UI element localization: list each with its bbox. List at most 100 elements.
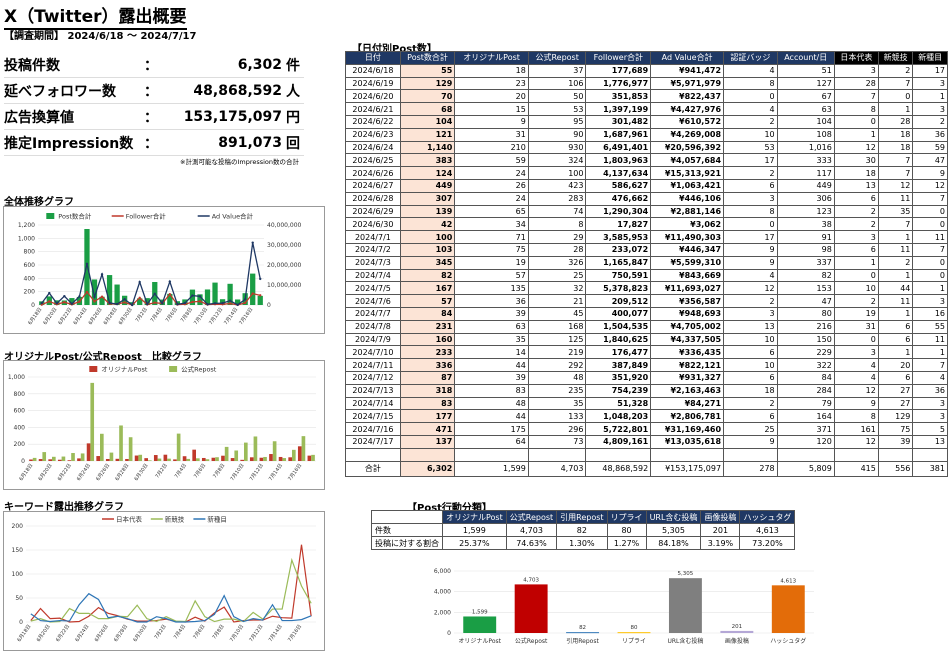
table-row: 2024/6/27 449 26 423 586,627 ¥1,063,421 6 449 13… <box>345 178 948 193</box>
table-row: 2024/6/20 70 20 50 351,853 ¥822,437 0 67 7 0 1 <box>345 89 948 104</box>
series-point <box>243 301 247 305</box>
survey-period: 【調査期間】 2024/6/18 〜 2024/7/17 <box>4 31 197 42</box>
series-point <box>108 301 111 305</box>
table-cell: 11 <box>912 230 948 244</box>
table-cell: 59 <box>912 140 948 155</box>
table-cell: 48,868,592 <box>585 460 652 477</box>
table-cell: 333 <box>776 153 835 168</box>
table-cell: 6 <box>723 345 778 360</box>
table-cell: 229 <box>776 345 835 360</box>
table-cell: 318 <box>399 383 456 398</box>
x-tick-label: 7月16日 <box>287 463 303 482</box>
table-cell: 3,585,953 <box>585 230 652 244</box>
table-cell: 44 <box>877 281 914 296</box>
table-cell: 9 <box>723 255 778 270</box>
x-tick-label: 6月28日 <box>103 307 119 326</box>
bar-post-count <box>204 289 211 305</box>
bar <box>29 459 33 461</box>
bar <box>288 457 292 461</box>
column-header: リプライ <box>606 510 647 524</box>
table-cell: 1,397,199 <box>585 102 652 116</box>
table-cell: 12 <box>833 140 879 155</box>
table-cell <box>527 447 587 462</box>
table-cell: 0 <box>833 332 879 347</box>
table-cell: 1 <box>877 102 914 116</box>
table-cell: 6,491,401 <box>585 140 652 155</box>
table-cell: 1.30% <box>556 536 608 550</box>
table-cell: 4 <box>833 370 879 385</box>
table-cell: 4 <box>723 102 778 116</box>
table-cell: 4,703 <box>527 460 587 477</box>
bar <box>182 456 187 461</box>
table-cell: 79 <box>776 396 835 411</box>
legend-label: オリジナルPost <box>101 366 148 374</box>
table-cell: 87 <box>399 370 456 385</box>
table-cell: 2024/6/27 <box>345 178 401 193</box>
x-tick-label: 6月18日 <box>27 307 43 326</box>
table-cell: 25 <box>527 268 587 283</box>
table-cell: 381 <box>912 460 948 477</box>
series-point <box>85 290 89 294</box>
table-cell: 10 <box>833 281 879 296</box>
bar-post-count <box>257 295 263 305</box>
x-tick-label: ハッシュタグ <box>770 637 806 645</box>
table-cell: 50 <box>527 89 587 104</box>
data-label: 5,305 <box>678 571 694 577</box>
y-tick-label: 400 <box>14 424 26 431</box>
table-cell: 6 <box>877 332 914 347</box>
table-cell: 121 <box>399 127 456 142</box>
table-cell: 1,504,535 <box>585 319 652 334</box>
legend-swatch <box>169 366 178 372</box>
compare-chart-title: オリジナルPost/公式Repost 比較グラフ <box>4 352 202 363</box>
table-cell: 53 <box>527 102 587 116</box>
table-cell: 210 <box>454 140 529 155</box>
table-cell: 383 <box>399 153 456 168</box>
table-cell: 216 <box>776 319 835 334</box>
table-cell: 750,591 <box>585 268 652 283</box>
table-cell: 2 <box>723 114 778 129</box>
bar-post-count <box>189 289 196 305</box>
table-cell: 29 <box>527 230 587 244</box>
y-tick-label: 0 <box>21 458 25 465</box>
data-label: 80 <box>631 625 638 631</box>
table-cell: ¥2,881,146 <box>650 204 725 219</box>
series-point <box>100 273 104 276</box>
summary-metrics: 投稿件数 ： 6,302 件 延べフォロワー数 ： 48,868,592 人 広… <box>4 52 304 156</box>
table-cell: 2024/7/2 <box>345 242 401 257</box>
table-row: 2024/6/25 383 59 324 1,803,963 ¥4,057,684 17 33… <box>345 153 948 168</box>
table-cell: ¥4,057,684 <box>650 153 725 168</box>
table-cell: ¥4,269,008 <box>650 127 725 142</box>
table-cell: 2 <box>877 255 914 270</box>
table-cell: 296 <box>527 422 587 436</box>
table-cell: 3 <box>723 306 778 321</box>
bar <box>144 458 148 461</box>
table-cell: 108 <box>776 127 835 142</box>
table-cell: 80 <box>776 306 835 321</box>
series-point <box>153 301 156 304</box>
table-cell: 73.20% <box>739 536 796 550</box>
x-tick-label: 7月2日 <box>135 307 149 324</box>
table-cell: 6 <box>723 370 778 385</box>
table-row: 2024/7/10 233 14 219 176,477 ¥336,435 6 229 3 1 1 <box>345 345 948 360</box>
table-cell: 177 <box>399 409 456 424</box>
x-tick-label: リプライ <box>622 638 646 645</box>
table-cell: 117 <box>776 166 835 180</box>
table-cell: 754,239 <box>585 383 652 398</box>
bar <box>38 459 43 461</box>
series-point <box>40 301 43 305</box>
table-cell: 0 <box>723 217 778 232</box>
y-tick-label: 800 <box>14 391 26 398</box>
action-table-title: 【Post行動分類】 <box>407 503 492 514</box>
x-tick-label: 6月28日 <box>114 463 130 482</box>
table-cell: 1 <box>877 268 914 283</box>
bar <box>215 457 219 461</box>
metric-label: 広告換算値 <box>4 109 74 126</box>
series-point <box>85 262 89 266</box>
metric-label: 投稿件数 <box>4 57 60 74</box>
table-row: 2024/7/8 231 63 168 1,504,535 ¥4,705,002 13 216… <box>345 319 948 334</box>
table-header-row: 日付 Post数合計 オリジナルPost 公式Repost Follower合計 Ad V… <box>345 51 948 65</box>
table-cell: 337 <box>776 255 835 270</box>
bar-post-count <box>106 275 113 305</box>
table-cell: 161 <box>833 422 879 436</box>
legend-label: 公式Repost <box>181 365 217 374</box>
